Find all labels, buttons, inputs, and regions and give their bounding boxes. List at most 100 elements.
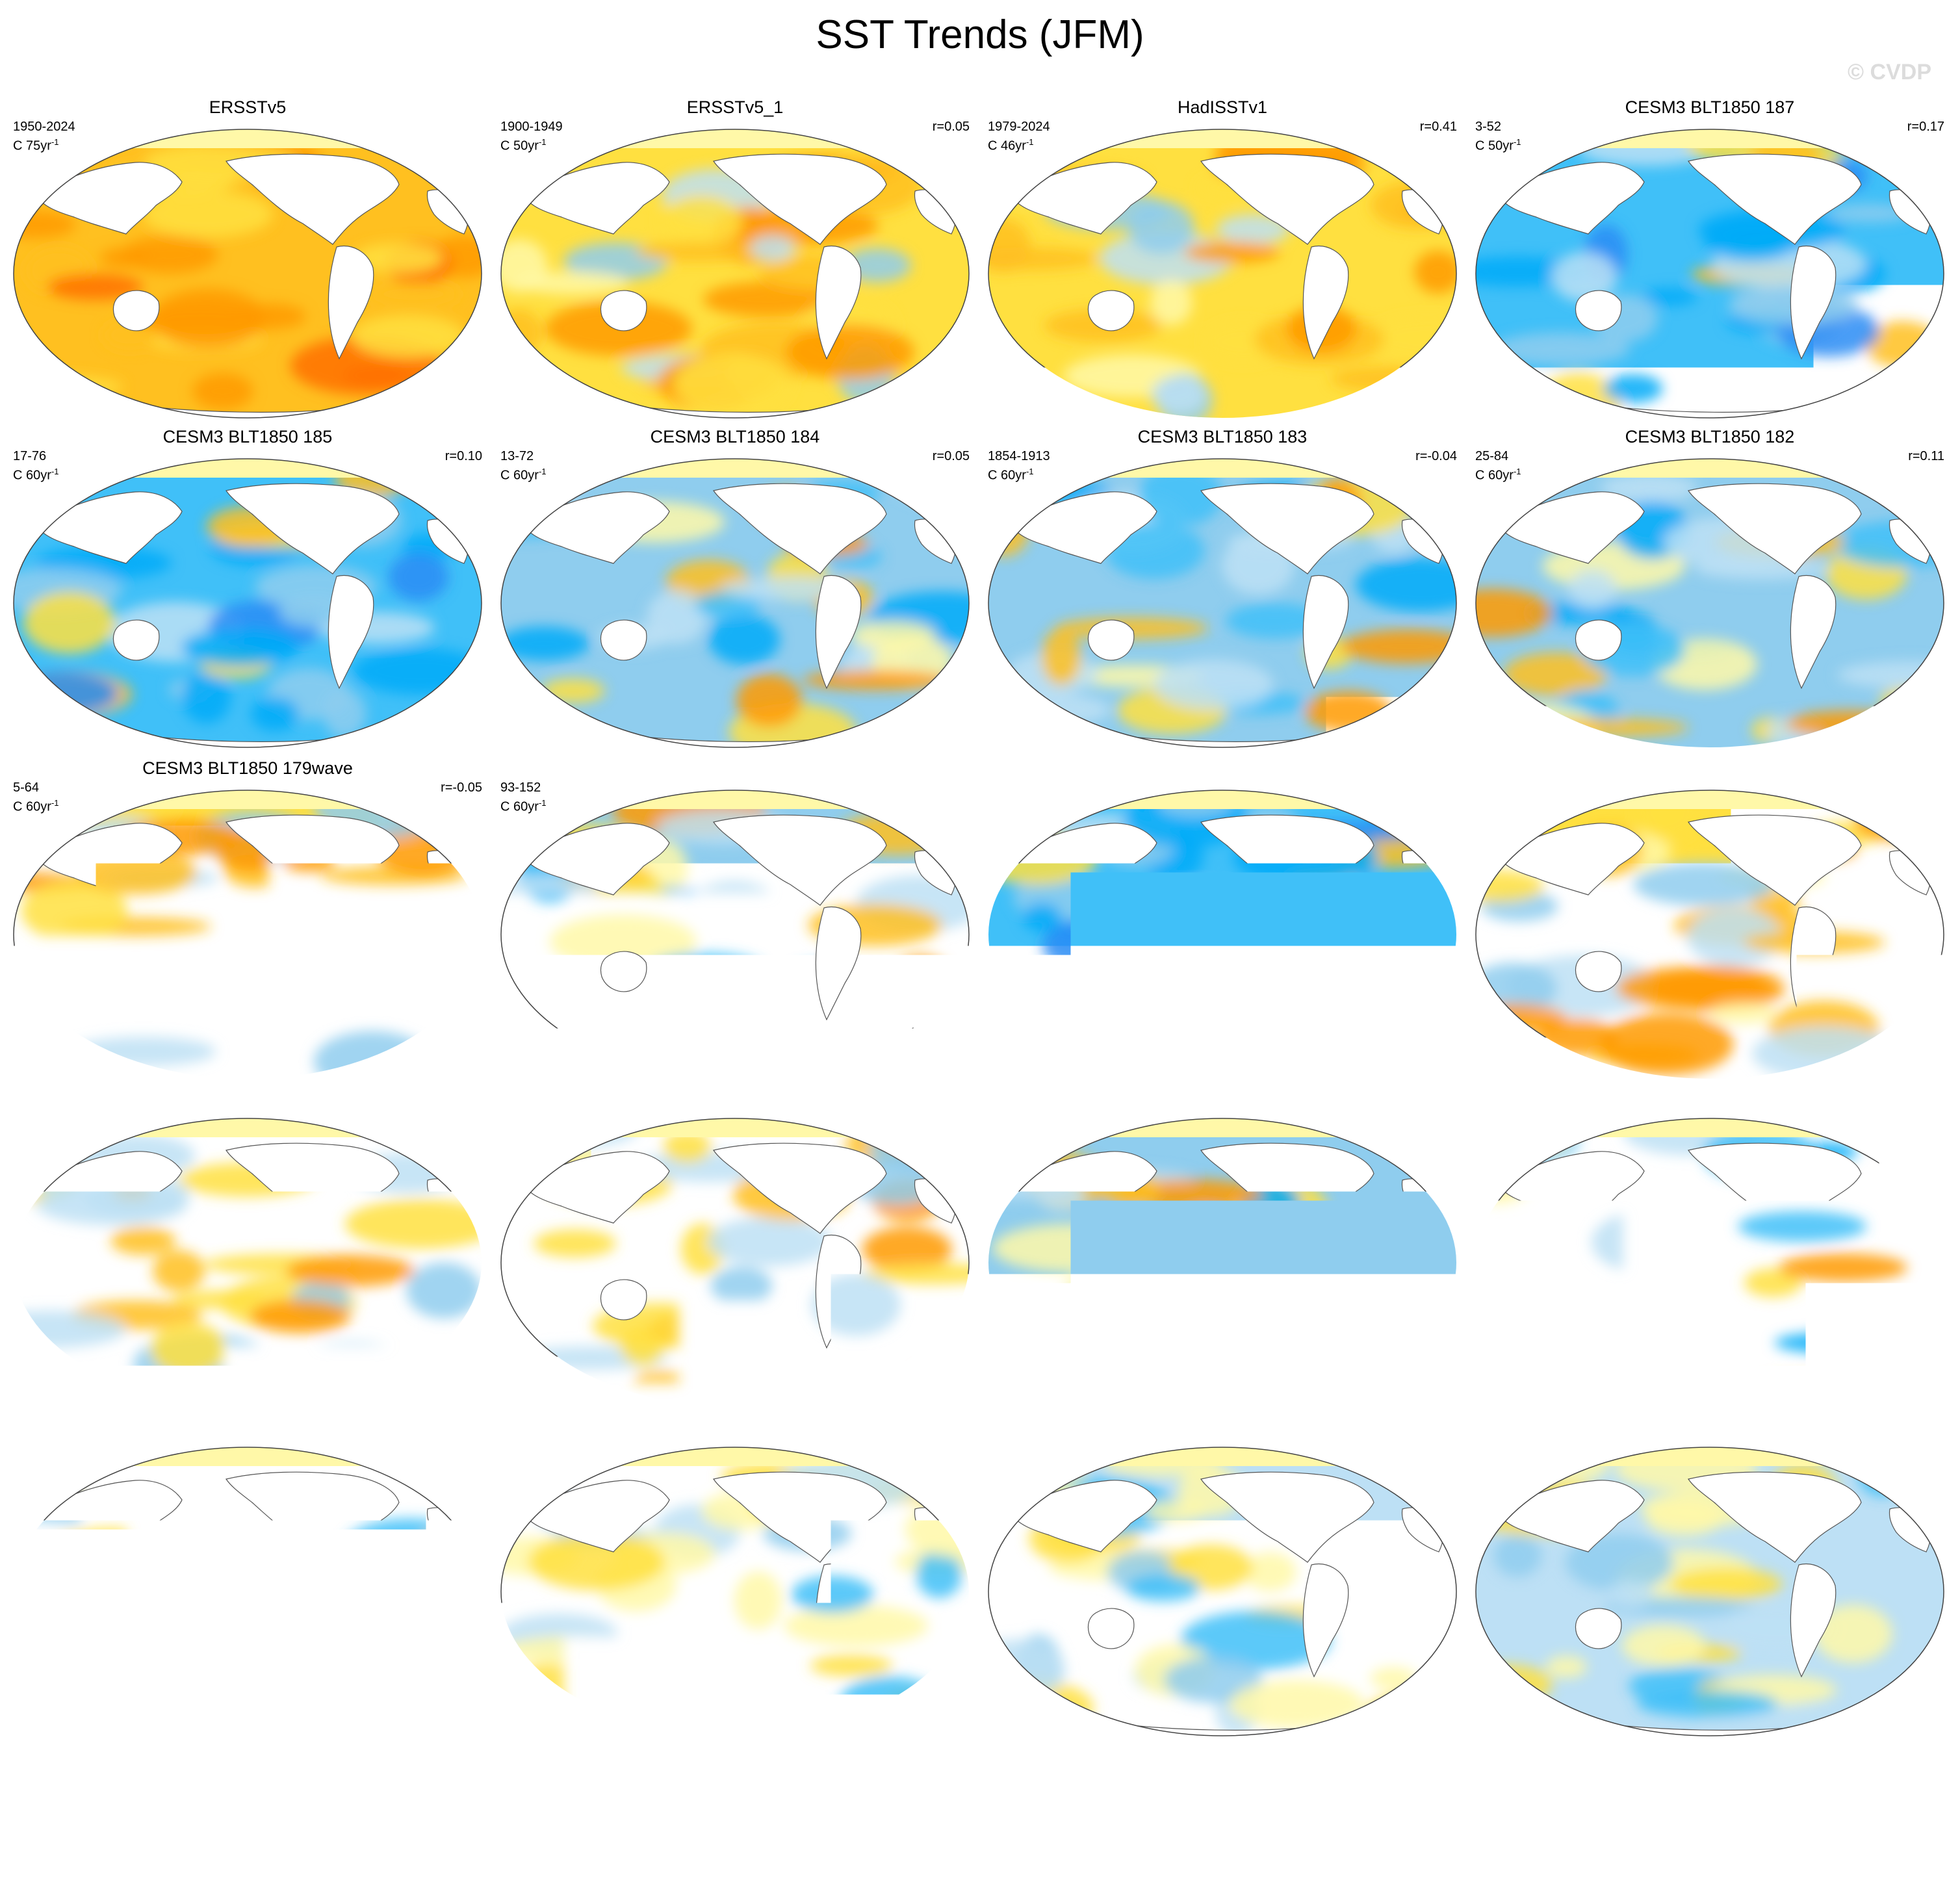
sst-anomaly-patch xyxy=(1109,1238,1238,1289)
panel-title: CESM3 BLT1850 166 65-124 xyxy=(1466,1087,1954,1107)
world-map xyxy=(499,1437,971,1740)
sst-anomaly-patch xyxy=(1592,1213,1692,1272)
panel-title: CESM2 piControl C xyxy=(491,1415,979,1436)
sst-anomaly-patch xyxy=(1608,1580,1653,1608)
panel-title: CESM3 BLT1850 166 305-364 xyxy=(1466,758,1954,779)
colorbar-cell xyxy=(1106,1799,1169,1827)
world-map xyxy=(12,780,484,1083)
sea-ice-band xyxy=(1474,1109,1946,1137)
map-panel: CESM3 BLT1850 183 1854-1913 C 60yr-1 r=-0.0… xyxy=(979,427,1466,757)
sst-anomaly-patch xyxy=(708,615,780,665)
world-map xyxy=(12,1437,484,1740)
sst-anomaly-patch xyxy=(151,1322,227,1376)
panel-title: ERSSTv5_1 xyxy=(491,97,979,118)
sst-anomaly-patch xyxy=(1854,801,1943,841)
world-map xyxy=(986,120,1458,422)
sea-ice-band xyxy=(12,120,484,148)
sea-ice-band xyxy=(1474,1437,1946,1466)
map-panel: HadISSTv1 1979-2024 C 46yr-1 r=0.41 xyxy=(979,97,1466,428)
sst-anomaly-patch xyxy=(734,1571,782,1629)
sst-anomaly-patch xyxy=(314,1351,381,1378)
colorbar-cell xyxy=(1043,1799,1106,1827)
map-panel: CESM3 BLT1850 179 33-92 33-92 C 60yr-1 r=0.… xyxy=(979,758,1466,1089)
sst-anomaly-patch xyxy=(674,354,792,415)
colorbar-cell xyxy=(855,1799,918,1827)
map-panel: CESM3 BLT1850 185 17-76 C 60yr-1 r=0.10 xyxy=(4,427,491,757)
sst-anomaly-patch xyxy=(1474,798,1523,818)
sea-ice-band xyxy=(499,780,971,809)
sea-ice-band xyxy=(12,780,484,809)
colorbar-cell xyxy=(1295,1799,1358,1827)
panel-title: CESM2 piControl A xyxy=(1466,1415,1954,1436)
map-panel: CESM2 piControl D 1101-1160 C 60yr-1 r=-0.0… xyxy=(4,1415,491,1746)
sst-anomaly-patch xyxy=(1599,1013,1733,1076)
world-map xyxy=(12,449,484,752)
sst-anomaly-patch xyxy=(1126,1574,1200,1601)
panel-title: CESM3 BLT1850 179 93-152 xyxy=(491,758,979,779)
world-map xyxy=(1474,120,1946,422)
sst-anomaly-patch xyxy=(636,242,766,261)
sst-anomaly-patch xyxy=(1709,1002,1778,1024)
sst-anomaly-patch xyxy=(634,1371,684,1390)
sst-anomaly-patch xyxy=(1070,1033,1121,1081)
sst-anomaly-patch xyxy=(406,1263,482,1319)
sst-anomaly-patch xyxy=(86,1574,164,1595)
colorbar-cell xyxy=(1169,1799,1232,1827)
sst-anomaly-patch xyxy=(366,988,454,1038)
sst-anomaly-patch xyxy=(224,1353,276,1384)
panel-title: CESM3 BLT1850 184 xyxy=(491,427,979,447)
sst-anomaly-patch xyxy=(110,1227,175,1256)
panel-title: CESM2 piControl D xyxy=(4,1415,491,1436)
world-map xyxy=(499,780,971,1083)
world-map xyxy=(12,120,484,422)
sst-anomaly-patch xyxy=(1569,569,1617,609)
world-map xyxy=(499,120,971,422)
world-map xyxy=(499,1109,971,1412)
sst-anomaly-patch xyxy=(1535,1441,1610,1482)
sst-anomaly-patch xyxy=(1858,1449,1906,1497)
colorbar-cell xyxy=(666,1799,729,1827)
colorbar-tick-label: 0.5 xyxy=(1067,1835,1145,1871)
sea-ice-band xyxy=(499,120,971,148)
sst-anomaly-patch xyxy=(1650,966,1785,1011)
sst-anomaly-patch xyxy=(1635,780,1701,840)
map-panel: CESM3 BLT1850 179 93-152 93-152 C 60yr-1 r=… xyxy=(491,758,979,1089)
map-panel: CESM3 BLT1850 184 13-72 C 60yr-1 r=0.05 xyxy=(491,427,979,757)
sst-anomaly-patch xyxy=(182,671,231,723)
sst-anomaly-patch xyxy=(520,1008,658,1045)
sst-anomaly-patch xyxy=(251,697,300,731)
sst-anomaly-patch xyxy=(1184,242,1280,263)
sst-anomaly-patch xyxy=(23,591,116,653)
map-panel: CESM2 piControl C 1001-1060 C 60yr-1 r=-0.0… xyxy=(491,1415,979,1746)
sst-anomaly-patch xyxy=(389,552,448,600)
world-map xyxy=(1474,1109,1946,1412)
panel-title: ERSSTv5 xyxy=(4,97,491,118)
colorbar-cell xyxy=(1421,1799,1484,1827)
panel-title: CESM3 BLT1850 166 185-244 xyxy=(491,1087,979,1107)
sst-anomaly-patch xyxy=(1622,1625,1706,1666)
world-map xyxy=(986,449,1458,752)
world-map xyxy=(1474,1437,1946,1740)
sst-anomaly-patch xyxy=(649,953,764,986)
sst-anomaly-patch xyxy=(1095,931,1180,951)
map-panel: CESM2 piControl A 801-860 C 60yr-1 r=-0.10 xyxy=(1466,1415,1954,1746)
sst-anomaly-patch xyxy=(232,1699,379,1721)
sst-anomaly-patch xyxy=(1133,884,1264,920)
sst-anomaly-patch xyxy=(683,1000,762,1033)
sst-anomaly-patch xyxy=(51,997,155,1049)
sst-anomaly-patch xyxy=(1494,1534,1541,1577)
sst-anomaly-patch xyxy=(786,325,914,380)
colorbar-tick-label: -2 xyxy=(690,1835,768,1871)
sea-ice-band xyxy=(1474,449,1946,478)
map-panel: CESM3 BLT1850 187 3-52 C 50yr-1 r=0.17 xyxy=(1466,97,1954,428)
sst-anomaly-patch xyxy=(367,282,460,306)
colorbar-cell xyxy=(981,1799,1044,1827)
sst-anomaly-patch xyxy=(1151,376,1206,414)
colorbar-cell xyxy=(1484,1799,1547,1827)
sst-anomaly-patch xyxy=(750,235,795,261)
sst-anomaly-patch xyxy=(896,956,947,986)
sst-anomaly-patch xyxy=(507,1660,656,1710)
sst-anomaly-patch xyxy=(1041,628,1081,686)
sst-anomaly-patch xyxy=(1670,1568,1783,1601)
sst-anomaly-patch xyxy=(499,1123,547,1150)
